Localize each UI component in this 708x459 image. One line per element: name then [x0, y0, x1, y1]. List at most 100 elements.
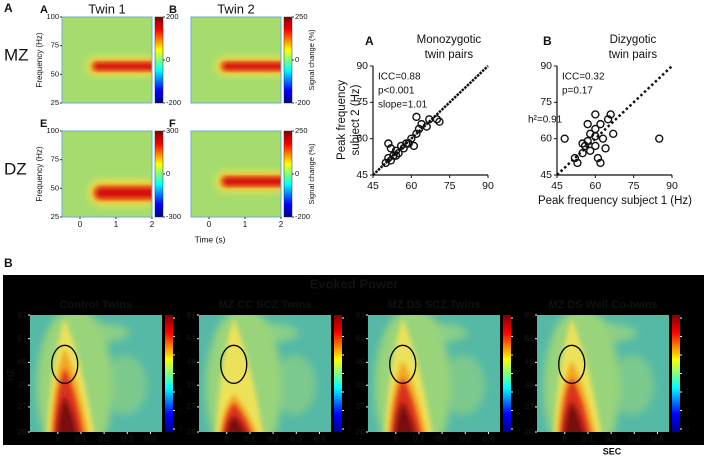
colorbar-tick-label: 1	[345, 352, 349, 359]
x-tick-label: 60	[589, 180, 601, 192]
evoked-title: Evoked Power	[310, 276, 399, 291]
y-axis-label: subject 2 (Hz)	[350, 84, 362, 155]
heatmap-plume	[395, 402, 415, 432]
scatter-point	[391, 151, 401, 160]
scatter-point	[389, 151, 398, 160]
panel-letter: B	[543, 34, 552, 48]
plot-area	[191, 17, 281, 103]
x-tick-label: 0.4	[145, 433, 157, 443]
scatter-point	[407, 134, 416, 143]
x-tick-label: 0.1	[75, 433, 87, 443]
colorbar-tick-label: 0	[166, 169, 170, 178]
colorbar-tick-label: -2	[683, 407, 689, 414]
x-tick-label: 60	[405, 180, 417, 192]
x-tick-label: 2	[150, 220, 155, 229]
y-tick-label: 90	[356, 60, 368, 72]
roi-outline	[220, 344, 248, 384]
colorbar-tick-label: -1	[514, 389, 520, 396]
roi-outline	[51, 344, 79, 384]
y-tick-label: 27	[525, 401, 535, 411]
x-tick-label: 2	[279, 220, 284, 229]
y-tick-label: 81	[18, 309, 28, 319]
scatter-point	[422, 122, 431, 131]
panel-title: Control Twins	[60, 299, 133, 311]
heatmap-plume	[57, 396, 77, 432]
panel-letter: F	[169, 118, 176, 130]
y-tick-label: 75	[51, 41, 59, 50]
panel-title: Dizygotic	[610, 34, 657, 46]
scatter-point	[596, 119, 605, 129]
y-tick-label: 81	[356, 309, 366, 319]
x-tick-label: 0.1	[413, 433, 425, 443]
x-tick-label: 0.4	[652, 433, 664, 443]
scatter-point	[396, 141, 406, 151]
annotation: h²=0.91	[528, 115, 563, 126]
x-tick-label: 0	[78, 220, 83, 229]
x-tick-label: 0	[562, 433, 567, 443]
y-tick-label: 46	[356, 357, 366, 367]
panel-title: twin pairs	[425, 49, 474, 61]
x-tick-label: 1	[243, 220, 248, 229]
scatter-point	[432, 115, 442, 124]
y-tick-label: 75	[540, 96, 552, 108]
scatter-point	[570, 153, 580, 163]
panel-border	[61, 16, 153, 104]
x-tick-label: 0.2	[98, 433, 110, 443]
scatter-point	[655, 134, 664, 143]
scatter-point	[386, 156, 396, 165]
plot-area	[191, 131, 281, 217]
heatmap-blob	[610, 355, 654, 415]
y-tick-label: 50	[51, 69, 59, 78]
panel-title: twin pairs	[609, 49, 658, 61]
scatter-point	[603, 115, 613, 124]
stat-text: ICC=0.32	[562, 72, 605, 83]
y-tick-label: 61	[356, 333, 366, 343]
x-tick-label: 0.2	[436, 433, 448, 443]
colorbar-tick-label: -3	[345, 426, 351, 433]
x-tick-label: 0.4	[483, 433, 495, 443]
heatmap-core	[222, 62, 281, 70]
plot-area	[62, 17, 152, 103]
scatter-point	[381, 158, 390, 168]
y-tick-label: 61	[18, 333, 28, 343]
colorbar-label: Signal change (%)	[307, 143, 316, 205]
x-tick-label: 0	[55, 433, 60, 443]
panel-letter: A	[365, 34, 374, 48]
y-axis-label: Peak frequency	[336, 80, 348, 160]
colorbar	[154, 130, 164, 218]
heatmap-core	[222, 177, 281, 186]
y-tick-label: 45	[356, 169, 368, 181]
y-tick-label: 35	[187, 379, 197, 389]
panel-letter: A	[40, 4, 48, 16]
colorbar	[165, 315, 173, 432]
y-tick-label: 100	[46, 12, 59, 21]
colorbar-tick-label: -300	[166, 212, 181, 221]
y-tick-label: 20	[356, 426, 366, 436]
x-tick-label: 0	[224, 433, 229, 443]
panel-border	[190, 130, 282, 218]
y-tick-label: 20	[18, 426, 28, 436]
y-tick-label: 50	[51, 183, 59, 192]
y-tick-label: 35	[356, 379, 366, 389]
colorbar-tick-label: 1	[683, 352, 687, 359]
scatter-point	[591, 141, 600, 151]
colorbar-tick-label: 2	[345, 333, 349, 340]
roi-outline	[389, 344, 417, 384]
x-tick-label: 75	[444, 180, 456, 192]
heatmap-blob	[103, 355, 147, 415]
x-tick-label: 90	[482, 180, 494, 192]
scatter-point	[593, 153, 603, 163]
scatter-point	[583, 119, 592, 129]
scatter-point	[601, 144, 610, 153]
scatter-point	[409, 141, 419, 151]
colorbar-tick-label: -1	[345, 389, 351, 396]
scatter-point	[586, 146, 595, 155]
y-tick-label: 75	[356, 96, 368, 108]
colorbar	[283, 16, 293, 104]
figure-letter: A	[4, 1, 13, 15]
row-label: MZ	[4, 45, 29, 64]
column-title: Twin 1	[88, 1, 126, 16]
identity-line	[556, 65, 673, 176]
heatmap-plume	[564, 402, 584, 432]
